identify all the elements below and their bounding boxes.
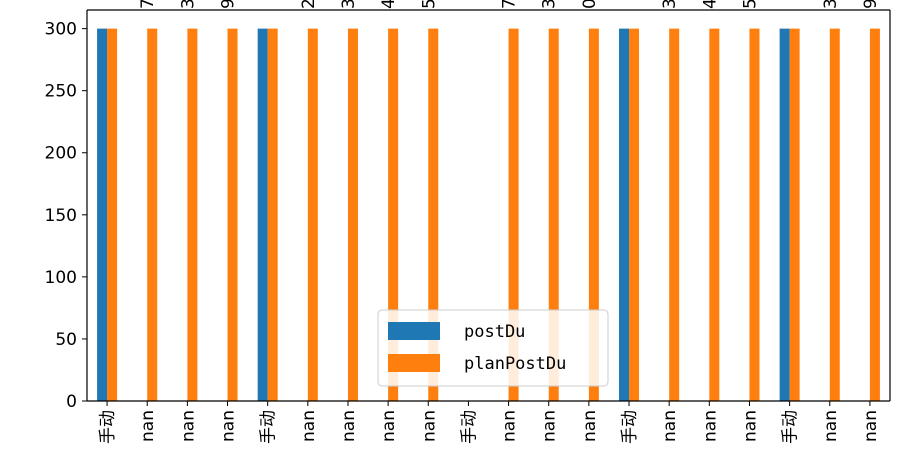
x-tick-label: nan (700, 410, 720, 442)
bar-planPostDu-16 (749, 28, 760, 401)
x-tick-label-top: 7 (500, 0, 520, 9)
x-tick-label-top: 7 (138, 0, 158, 9)
x-tick-label: nan (500, 410, 520, 442)
x-tick-label: 手动 (259, 410, 279, 444)
x-tick-label: nan (178, 410, 198, 442)
legend-label-planPostDu: planPostDu (464, 354, 566, 374)
y-tick-label: 50 (55, 330, 77, 350)
bar-planPostDu-4 (267, 28, 278, 401)
bar-planPostDu-5 (307, 28, 318, 401)
x-tick-label-top: 5 (740, 0, 760, 9)
bar-planPostDu-14 (669, 28, 680, 401)
x-tick-label: 手动 (459, 410, 479, 444)
bar-planPostDu-12 (588, 28, 599, 401)
x-tick-label: nan (740, 410, 760, 442)
y-tick-label: 0 (66, 392, 77, 412)
bar-planPostDu-3 (227, 28, 238, 401)
y-tick-label: 250 (45, 82, 77, 102)
bar-planPostDu-15 (709, 28, 720, 401)
bar-planPostDu-0 (107, 28, 118, 401)
legend-label-postDu: postDu (464, 322, 525, 342)
x-tick-label-top: 5 (419, 0, 439, 9)
bar-planPostDu-18 (829, 28, 840, 401)
bar-planPostDu-6 (347, 28, 358, 401)
x-tick-label: 手动 (620, 410, 640, 444)
x-tick-label-top: 9 (861, 0, 881, 9)
x-tick-label-top: 0 (580, 0, 600, 9)
x-tick-label: nan (540, 410, 560, 442)
bar-planPostDu-1 (147, 28, 158, 401)
x-tick-label-top: 3 (540, 0, 560, 9)
legend: postDu planPostDu (377, 309, 609, 387)
x-tick-label-top: 3 (660, 0, 680, 9)
x-tick-label: 手动 (781, 410, 801, 444)
bar-planPostDu-17 (789, 28, 800, 401)
bar-postDu-4 (257, 28, 268, 401)
x-tick-label: nan (821, 410, 841, 442)
bar-planPostDu-10 (508, 28, 519, 401)
x-tick-label-top: 3 (821, 0, 841, 9)
x-tick-label: nan (138, 410, 158, 442)
y-tick-label: 100 (45, 268, 77, 288)
bar-planPostDu-19 (869, 28, 880, 401)
bar-planPostDu-13 (629, 28, 640, 401)
bar-planPostDu-2 (187, 28, 198, 401)
legend-swatch-planPostDu (388, 354, 440, 372)
bar-planPostDu-7 (388, 28, 399, 401)
bars-group (97, 28, 880, 401)
legend-swatch-postDu (388, 322, 440, 340)
x-tick-label: nan (861, 410, 881, 442)
x-tick-label: nan (580, 410, 600, 442)
x-tick-label: nan (379, 410, 399, 442)
bar-postDu-0 (97, 28, 108, 401)
x-tick-label: nan (660, 410, 680, 442)
x-tick-label-top: 3 (178, 0, 198, 9)
x-tick-label-top: 4 (379, 0, 399, 9)
x-tick-label-top: 3 (339, 0, 359, 9)
x-tick-label: nan (219, 410, 239, 442)
x-tick-label: 手动 (98, 410, 118, 444)
bar-planPostDu-8 (428, 28, 439, 401)
bar-planPostDu-11 (548, 28, 559, 401)
y-tick-label: 150 (45, 206, 77, 226)
x-tick-label: nan (419, 410, 439, 442)
x-tick-label-top: 2 (299, 0, 319, 9)
y-tick-label: 200 (45, 144, 77, 164)
bar-postDu-13 (619, 28, 630, 401)
x-tick-label-top: 9 (219, 0, 239, 9)
x-tick-label-top: 4 (700, 0, 720, 9)
x-tick-label: nan (299, 410, 319, 442)
bar-postDu-17 (779, 28, 790, 401)
x-tick-label: nan (339, 410, 359, 442)
y-tick-label: 300 (45, 20, 77, 40)
